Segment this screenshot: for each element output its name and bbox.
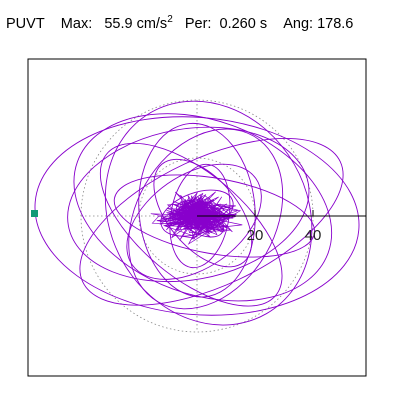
trace-loop-1-3 — [79, 137, 344, 306]
radial-tick-label-2: 40 — [305, 227, 322, 244]
ang-label: Ang: — [283, 16, 314, 32]
trace-loop-1-8 — [138, 122, 256, 298]
max-value: 55.9 — [104, 16, 133, 32]
per-value: 0.260 s — [219, 16, 268, 32]
per-label: Per: — [184, 16, 212, 32]
trace-loop-1-9 — [113, 174, 316, 258]
tick-layer: 20 40 — [247, 210, 322, 244]
header-label: PUVT — [6, 16, 45, 32]
max-unit: cm/s — [136, 16, 168, 32]
trace-loop-1-6 — [99, 142, 283, 307]
header: PUVT Max: 55.9 cm/s2 Per: 0.260 s Ang: 1… — [6, 12, 353, 36]
trace-loop-1-10 — [126, 163, 262, 280]
trace-loop-1-2 — [73, 113, 333, 302]
direction-marker — [31, 210, 38, 217]
ang-value: 178.6 — [317, 16, 354, 32]
max-label: Max: — [60, 16, 93, 32]
trace-loop-1-5 — [104, 100, 313, 326]
trace-loop-1-4 — [67, 126, 310, 283]
max-unit-exponent: 2 — [167, 14, 173, 25]
trace-layer — [34, 100, 360, 326]
trace-loop-1-7 — [128, 128, 284, 310]
trace-core-1 — [150, 191, 243, 245]
radial-tick-label-1: 20 — [247, 227, 264, 244]
